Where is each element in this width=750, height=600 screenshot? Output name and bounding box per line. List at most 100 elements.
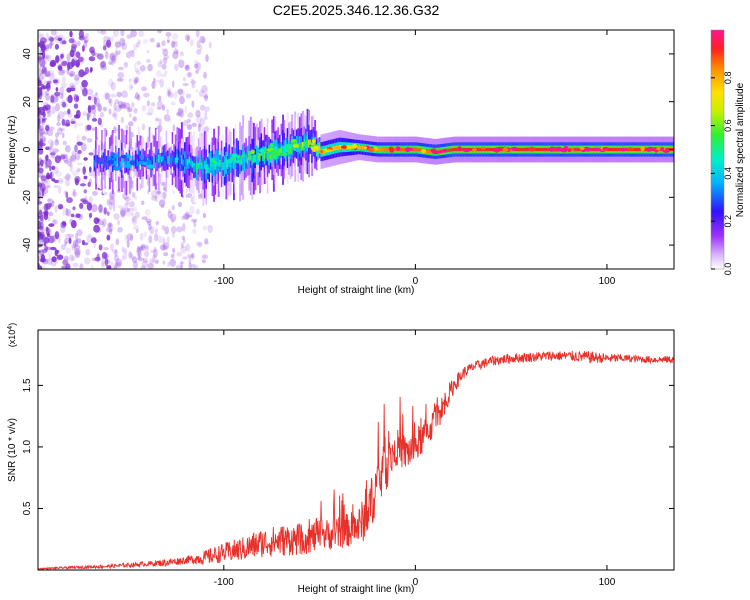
ridge-cell xyxy=(412,147,415,152)
ridge-cell xyxy=(277,148,280,155)
ridge-cell xyxy=(225,158,228,168)
noise-point xyxy=(83,157,88,161)
ridge-cell xyxy=(220,158,223,169)
noise-point xyxy=(125,200,130,205)
noise-point xyxy=(69,82,76,89)
ridge-cell xyxy=(378,147,381,152)
noise-point xyxy=(38,145,42,149)
noise-point xyxy=(94,227,101,233)
noise-point xyxy=(88,56,96,62)
noise-point xyxy=(80,56,85,64)
noise-point xyxy=(87,105,92,114)
ridge-peak xyxy=(560,148,568,153)
noise-point xyxy=(38,56,43,64)
noise-point xyxy=(51,219,59,225)
noise-point xyxy=(155,44,161,48)
noise-point xyxy=(68,70,76,77)
ridge-peak xyxy=(542,147,549,151)
ridge-cell xyxy=(361,146,364,150)
noise-point xyxy=(196,193,203,198)
ridge-cell xyxy=(611,147,614,152)
ridge-cell xyxy=(205,164,208,174)
noise-point xyxy=(74,151,81,161)
noise-point xyxy=(90,237,97,244)
noise-point xyxy=(121,255,125,261)
noise-point xyxy=(199,45,203,51)
ridge-cell xyxy=(187,159,189,166)
noise-point xyxy=(82,87,88,97)
ridge-peak xyxy=(396,146,401,151)
ridge-cell xyxy=(269,151,272,158)
noise-point xyxy=(67,108,71,115)
ridge-cell xyxy=(197,162,200,170)
noise-point xyxy=(149,226,155,235)
noise-point xyxy=(40,206,44,211)
noise-point xyxy=(61,132,65,139)
noise-point xyxy=(47,198,52,202)
ridge-cell xyxy=(541,147,543,152)
noise-point xyxy=(87,96,92,101)
noise-point xyxy=(179,261,185,265)
ridge-cell xyxy=(165,157,168,165)
noise-point xyxy=(47,35,54,42)
ridge-cell xyxy=(387,147,390,152)
ridge-peak xyxy=(110,152,115,157)
noise-point xyxy=(191,218,198,223)
noise-point xyxy=(165,32,172,37)
ridge-cell xyxy=(453,147,456,152)
ridge-cell xyxy=(478,147,481,152)
snr-panel: -100 0 100 0.5 1.0 1.5 Height of straight lin… xyxy=(7,323,675,595)
ridge-peak xyxy=(592,147,601,151)
noise-point xyxy=(190,80,196,85)
noise-point xyxy=(104,50,109,59)
noise-point xyxy=(180,109,184,118)
noise-point xyxy=(183,77,186,82)
ridge-peak xyxy=(250,149,255,155)
ridge-peak xyxy=(146,164,155,169)
noise-point xyxy=(95,97,101,106)
noise-point xyxy=(43,203,49,212)
noise-point xyxy=(158,118,162,127)
noise-point xyxy=(153,252,158,260)
noise-point xyxy=(123,61,129,68)
noise-point xyxy=(157,190,161,197)
noise-point xyxy=(155,70,162,77)
noise-point xyxy=(74,120,78,129)
ridge-cell xyxy=(610,147,612,152)
noise-point xyxy=(176,49,179,55)
noise-point xyxy=(48,235,55,244)
ridge-cell xyxy=(256,151,258,159)
noise-point xyxy=(39,61,44,70)
noise-point xyxy=(48,211,54,217)
colorbar-tick-label: 0.2 xyxy=(723,215,733,228)
noise-point xyxy=(116,91,123,98)
noise-point xyxy=(131,216,138,225)
noise-point xyxy=(109,192,115,200)
ridge-peak xyxy=(660,147,665,152)
noise-point xyxy=(100,111,104,118)
noise-point xyxy=(126,239,130,248)
noise-point xyxy=(51,165,56,170)
ridge-cell xyxy=(577,147,580,152)
noise-point xyxy=(157,235,164,244)
noise-point xyxy=(154,228,159,234)
noise-point xyxy=(83,189,88,194)
snr-ticks: -100 0 100 0.5 1.0 1.5 xyxy=(22,330,674,588)
noise-point xyxy=(71,246,76,251)
noise-point xyxy=(201,259,206,264)
noise-point xyxy=(50,150,53,156)
ridge-cell xyxy=(393,147,396,152)
ridge-cell xyxy=(104,154,107,162)
ridge-peak xyxy=(341,145,347,150)
noise-point xyxy=(67,94,73,104)
noise-point xyxy=(128,113,132,118)
noise-point xyxy=(62,76,66,83)
noise-point xyxy=(120,209,126,218)
ridge-cell xyxy=(208,159,211,168)
ridge-peak xyxy=(229,156,236,161)
noise-point xyxy=(155,259,159,264)
noise-point xyxy=(132,76,138,84)
noise-point xyxy=(77,149,82,154)
noise-point xyxy=(183,213,189,220)
ridge-peak xyxy=(363,146,368,150)
